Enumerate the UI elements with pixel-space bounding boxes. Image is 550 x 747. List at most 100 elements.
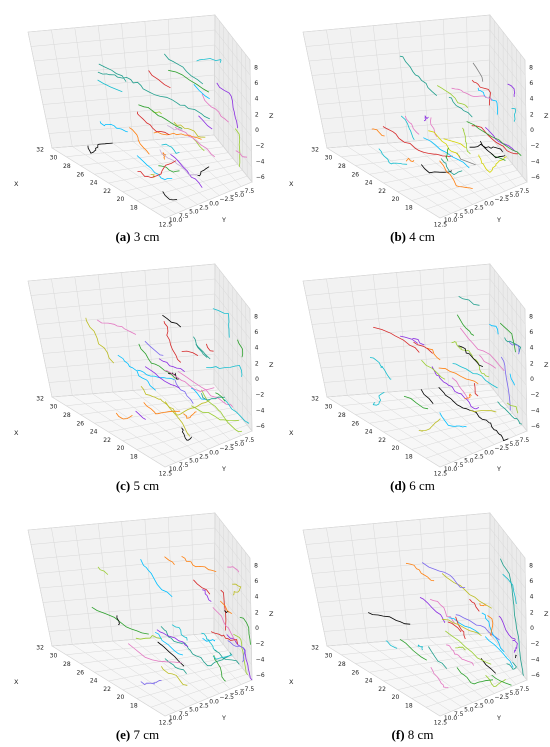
trace-line (140, 679, 162, 686)
z-tick-label: 6 (254, 578, 258, 585)
z-axis-label: Z (544, 610, 549, 618)
subplot-caption: (f) 8 cm (275, 727, 550, 743)
trace-line (429, 117, 438, 138)
trace-line (235, 150, 248, 158)
y-tick-label: 2.5 (474, 454, 484, 461)
z-tick-label: −6 (256, 174, 265, 181)
z-tick-label: 6 (529, 329, 533, 336)
trace-line (140, 559, 173, 598)
trace-line (373, 326, 420, 353)
trace-line (420, 389, 434, 404)
x-tick-label: 30 (50, 404, 58, 411)
y-tick-label: −7.5 (515, 437, 530, 444)
trace-line (201, 632, 217, 652)
z-tick-label: 6 (529, 578, 533, 585)
y-tick-label: 7.5 (454, 711, 464, 718)
z-tick-label: −2 (530, 641, 539, 648)
trace-line (144, 340, 164, 356)
trace-line (417, 644, 424, 651)
trace-line (97, 566, 109, 575)
trace-line (418, 418, 441, 432)
y-tick-label: −5.0 (505, 441, 520, 448)
y-axis-label: Y (221, 216, 226, 224)
z-tick-label: −2 (255, 392, 264, 399)
y-tick-label: −2.5 (494, 196, 509, 203)
trace-line (196, 58, 222, 63)
trace-line (96, 319, 137, 335)
trace-line (400, 115, 415, 141)
z-axis-label: Z (269, 112, 274, 120)
trace-line (135, 410, 146, 420)
trace-line (451, 87, 493, 101)
trace-line (456, 152, 476, 166)
x-tick-label: 22 (378, 188, 386, 195)
trace-line (161, 143, 180, 154)
z-axis-label: Z (544, 361, 549, 369)
fracture-traces (87, 53, 248, 201)
y-tick-label: 12.5 (434, 470, 448, 477)
y-tick-label: 0.0 (484, 698, 494, 705)
z-tick-label: −4 (256, 158, 265, 165)
gridlines (302, 512, 528, 717)
trace-line (473, 383, 479, 397)
trace-line (506, 402, 519, 414)
trace-line (479, 354, 497, 369)
z-tick-label: 2 (530, 360, 534, 367)
x-tick-label: 20 (392, 196, 400, 203)
subplot-caption: (c) 5 cm (0, 478, 275, 494)
y-axis-label: Y (221, 465, 226, 473)
x-axis-label: X (14, 180, 19, 188)
x-tick-label: 26 (351, 420, 359, 427)
plot-3d: −6−4−202468Z12.510.07.55.02.50.0−2.5−5.0… (289, 14, 549, 228)
subplot-caption: (e) 7 cm (0, 727, 275, 743)
trace-line (158, 165, 180, 173)
y-tick-label: 7.5 (454, 462, 464, 469)
trace-line (160, 626, 232, 667)
trace-line (183, 411, 197, 419)
trace-line (201, 393, 225, 401)
trace-line (213, 655, 226, 682)
trace-line (214, 649, 240, 665)
trace-line (419, 597, 446, 623)
x-tick-label: 18 (405, 205, 413, 212)
y-tick-label: 5.0 (189, 458, 199, 465)
z-tick-label: 2 (530, 111, 534, 118)
trace-line (479, 603, 487, 607)
gridlines (27, 263, 253, 468)
trace-line (164, 370, 215, 392)
trace-line (443, 138, 466, 149)
z-tick-label: 2 (255, 360, 259, 367)
trace-line (480, 658, 496, 674)
trace-line (458, 296, 480, 306)
y-tick-label: −2.5 (219, 445, 234, 452)
trace-line (181, 350, 199, 356)
y-tick-label: −2.5 (219, 694, 234, 701)
subplot-caption-text: 7 cm (130, 727, 160, 742)
y-tick-label: −7.5 (515, 686, 530, 693)
x-tick-label: 22 (103, 188, 111, 195)
trace-line (445, 147, 449, 162)
x-tick-label: 32 (311, 644, 319, 651)
y-tick-label: 10.0 (169, 466, 183, 473)
subplot-letter: (b) (390, 229, 406, 244)
subplot-letter: (c) (115, 478, 131, 493)
trace-line (191, 405, 239, 422)
trace-line (127, 643, 182, 664)
subplot-caption-text: 8 cm (404, 727, 434, 742)
x-tick-label: 18 (405, 454, 413, 461)
x-tick-label: 20 (392, 445, 400, 452)
z-tick-label: 8 (254, 313, 258, 320)
z-tick-label: 2 (255, 609, 259, 616)
x-tick-label: 24 (365, 429, 373, 436)
trace-line (400, 335, 419, 344)
trace-line (507, 83, 516, 97)
fracture-traces (368, 558, 524, 688)
trace-line (174, 379, 194, 404)
gridlines (27, 512, 253, 717)
gridlines (302, 263, 528, 468)
z-tick-label: 6 (254, 80, 258, 87)
trace-line (464, 393, 472, 400)
trace-line (136, 155, 173, 181)
trace-line (455, 614, 500, 641)
trace-line (162, 191, 178, 201)
